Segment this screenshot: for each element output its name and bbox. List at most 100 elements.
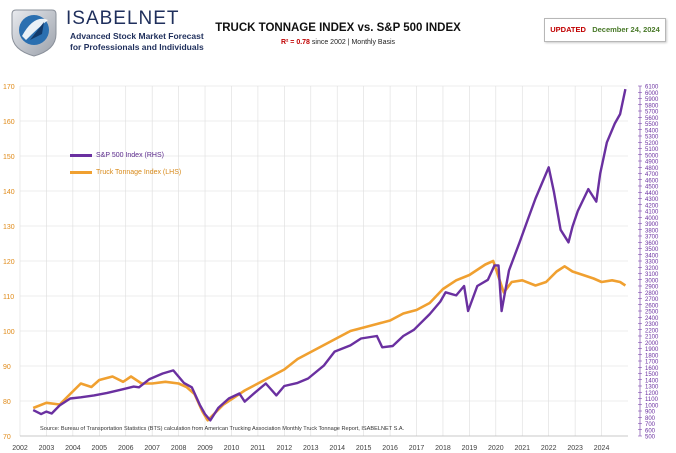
- right-tick-label: 4400: [645, 191, 659, 197]
- right-tick-label: 800: [645, 416, 656, 422]
- left-tick-label: 120: [3, 259, 15, 266]
- x-tick-label: 2023: [567, 445, 583, 452]
- right-tick-label: 2000: [645, 341, 659, 347]
- x-tick-label: 2019: [462, 445, 478, 452]
- x-tick-label: 2002: [12, 445, 28, 452]
- isabelnet-logo: [11, 9, 57, 57]
- right-tick-label: 5800: [645, 103, 659, 109]
- right-tick-label: 2100: [645, 335, 659, 341]
- x-tick-label: 2022: [541, 445, 557, 452]
- right-tick-label: 4900: [645, 160, 659, 166]
- right-tick-label: 4000: [645, 216, 659, 222]
- right-tick-label: 1000: [645, 403, 659, 409]
- right-tick-label: 2300: [645, 322, 659, 328]
- subtitle-rest: since 2002 | Monthly Basis: [309, 39, 396, 46]
- right-tick-label: 6100: [645, 85, 659, 91]
- gridlines: [19, 85, 628, 437]
- right-tick-label: 1800: [645, 353, 659, 359]
- updated-date: December 24, 2024: [592, 25, 660, 34]
- right-tick-label: 6000: [645, 91, 659, 97]
- left-tick-label: 150: [3, 154, 15, 161]
- right-tick-label: 5700: [645, 110, 659, 116]
- x-tick-label: 2018: [435, 445, 451, 452]
- x-tick-label: 2024: [594, 445, 610, 452]
- right-tick-label: 5600: [645, 116, 659, 122]
- legend-item-sp500: S&P 500 Index (RHS): [70, 147, 181, 164]
- right-tick-label: 500: [645, 435, 656, 441]
- right-tick-label: 2500: [645, 310, 659, 316]
- right-tick-label: 3400: [645, 253, 659, 259]
- left-tick-label: 100: [3, 329, 15, 336]
- left-tick-label: 140: [3, 189, 15, 196]
- right-tick-label: 3000: [645, 278, 659, 284]
- x-tick-label: 2017: [409, 445, 425, 452]
- right-tick-label: 3500: [645, 247, 659, 253]
- left-tick-label: 160: [3, 119, 15, 126]
- right-tick-label: 600: [645, 428, 656, 434]
- right-tick-label: 900: [645, 410, 656, 416]
- updated-label: UPDATED: [550, 25, 586, 34]
- x-tick-label: 2016: [382, 445, 398, 452]
- right-tick-label: 2700: [645, 297, 659, 303]
- right-tick-label: 3900: [645, 222, 659, 228]
- x-tick-label: 2015: [356, 445, 372, 452]
- x-tick-label: 2011: [250, 445, 265, 452]
- x-tick-label: 2003: [39, 445, 55, 452]
- x-tick-label: 2008: [171, 445, 187, 452]
- x-axis: 2002 2003 2004 2005 2006 2007 2008 2009 2010 2011…: [12, 435, 628, 452]
- x-tick-label: 2012: [277, 445, 293, 452]
- left-tick-label: 130: [3, 224, 15, 231]
- right-tick-label: 1300: [645, 385, 659, 391]
- chart-subtitle: R² = 0.78 since 2002 | Monthly Basis: [0, 39, 676, 46]
- x-tick-label: 2006: [118, 445, 134, 452]
- right-tick-label: 3800: [645, 228, 659, 234]
- left-tick-label: 90: [3, 364, 11, 371]
- brand-tagline-1: Advanced Stock Market Forecast: [70, 31, 204, 41]
- chart-title: TRUCK TONNAGE INDEX vs. S&P 500 INDEX: [215, 22, 461, 34]
- header: ISABELNET Advanced Stock Market Forecast…: [0, 0, 676, 62]
- right-tick-label: 1600: [645, 366, 659, 372]
- legend-label-truck: Truck Tonnage Index (LHS): [96, 169, 182, 176]
- series-group: [32, 88, 627, 422]
- right-tick-label: 1100: [645, 397, 659, 403]
- left-tick-label: 170: [3, 84, 15, 91]
- legend: S&P 500 Index (RHS) Truck Tonnage Index …: [70, 147, 181, 181]
- right-tick-label: 5500: [645, 122, 659, 128]
- brand-tagline-2: for Professionals and Individuals: [70, 42, 204, 52]
- left-axis: 70 80 90 100 110 120 130 140 150 160 170: [3, 84, 15, 441]
- x-tick-label: 2013: [303, 445, 319, 452]
- legend-label-sp500: S&P 500 Index (RHS): [96, 152, 164, 159]
- right-tick-label: 4700: [645, 172, 659, 178]
- updated-badge: UPDATED December 24, 2024: [544, 18, 666, 42]
- right-tick-label: 2900: [645, 285, 659, 291]
- x-tick-label: 2005: [92, 445, 108, 452]
- right-tick-label: 1500: [645, 372, 659, 378]
- source-note: Source: Bureau of Transportation Statist…: [40, 426, 405, 432]
- legend-swatch-sp500: [70, 154, 92, 157]
- right-tick-label: 3100: [645, 272, 659, 278]
- right-tick-label: 1700: [645, 360, 659, 366]
- left-tick-label: 70: [3, 434, 11, 441]
- right-tick-label: 4100: [645, 210, 659, 216]
- x-tick-label: 2020: [488, 445, 504, 452]
- right-tick-label: 5200: [645, 141, 659, 147]
- right-tick-label: 700: [645, 422, 656, 428]
- x-tick-label: 2010: [224, 445, 240, 452]
- right-tick-label: 4200: [645, 203, 659, 209]
- right-tick-label: 3700: [645, 235, 659, 241]
- right-tick-label: 2600: [645, 303, 659, 309]
- x-tick-label: 2007: [144, 445, 160, 452]
- right-tick-label: 2400: [645, 316, 659, 322]
- brand-name: ISABELNET: [66, 8, 180, 29]
- right-axis: 5006007008009001000110012001300140015001…: [638, 85, 659, 441]
- legend-swatch-truck: [70, 171, 92, 174]
- right-tick-label: 2200: [645, 328, 659, 334]
- right-tick-label: 5300: [645, 135, 659, 141]
- left-tick-label: 80: [3, 399, 11, 406]
- right-tick-label: 5900: [645, 97, 659, 103]
- series-line-sp500: [32, 88, 627, 422]
- right-tick-label: 5100: [645, 147, 659, 153]
- right-tick-label: 3600: [645, 241, 659, 247]
- x-tick-label: 2009: [197, 445, 213, 452]
